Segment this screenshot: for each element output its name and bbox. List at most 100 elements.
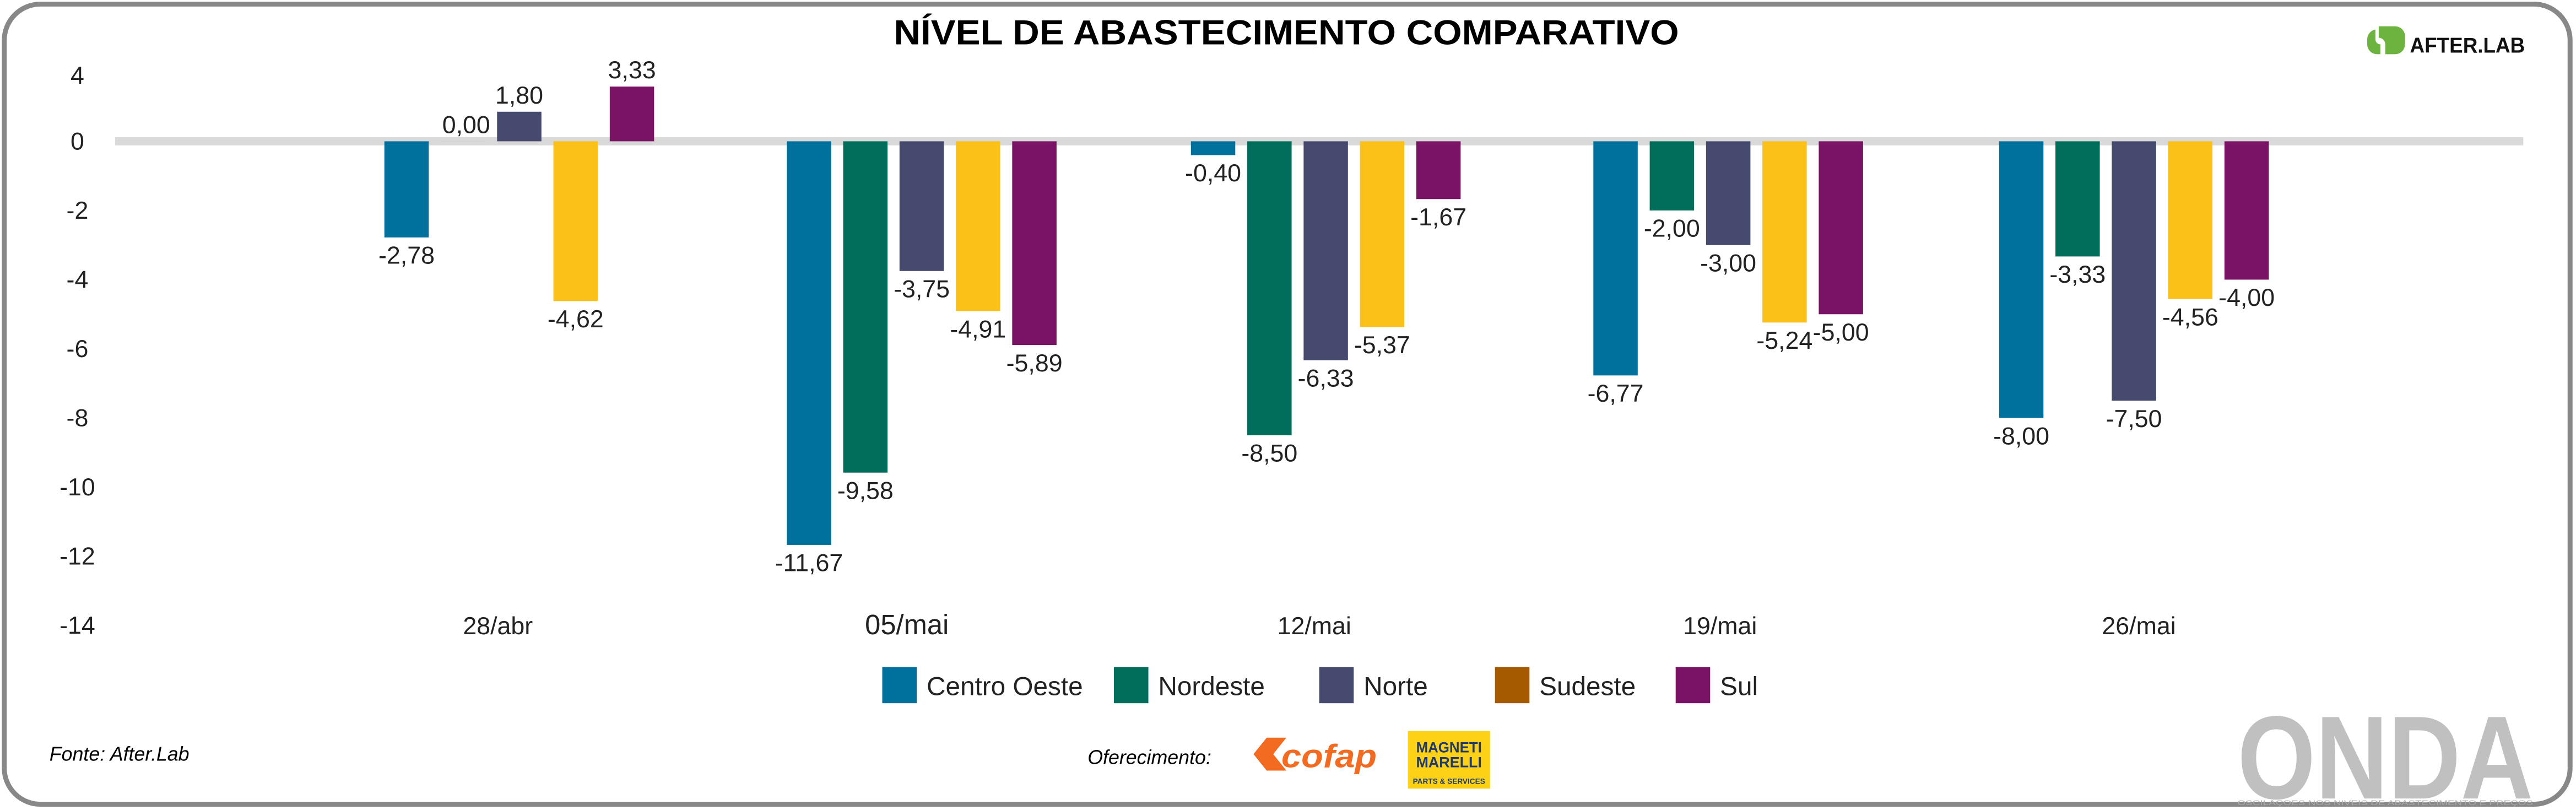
- bars: [384, 87, 2269, 545]
- bar-norte-05-mai: [899, 141, 944, 271]
- data-label: 0,00: [442, 112, 490, 139]
- data-label: -3,75: [894, 276, 950, 303]
- data-label: -5,89: [1006, 350, 1063, 377]
- x-tick-label: 05/mai: [865, 609, 949, 640]
- bar-norte-26-mai: [2112, 141, 2156, 401]
- x-tick-label: 26/mai: [2102, 613, 2175, 640]
- marelli-text: MARELLI: [1416, 754, 1482, 770]
- bar-sul-19-mai: [1819, 141, 1863, 315]
- afterlab-leaf-icon: [2367, 26, 2405, 55]
- cofap-mark-icon: [1253, 737, 1287, 771]
- data-label: -9,58: [837, 477, 894, 504]
- data-label: -7,50: [2106, 406, 2162, 433]
- parts-services-text: PARTS & SERVICES: [1413, 777, 1485, 785]
- onda-text: ONDA: [2237, 692, 2533, 810]
- x-tick-label: 19/mai: [1683, 613, 1757, 640]
- y-tick-label: 4: [71, 62, 84, 89]
- bar-norte-12-mai: [1303, 141, 1348, 360]
- magneti-marelli-box: [1408, 731, 1490, 789]
- y-tick-label: -4: [67, 266, 89, 293]
- data-label: -8,50: [1241, 440, 1297, 467]
- bar-sudeste-12-mai: [1360, 141, 1405, 327]
- bar-sul-12-mai: [1416, 141, 1461, 199]
- bar-sudeste-19-mai: [1762, 141, 1807, 323]
- cofap-logo: cofap: [1253, 737, 1377, 774]
- bar-sudeste-05-mai: [956, 141, 1000, 311]
- bar-centro-oeste-26-mai: [1999, 141, 2044, 418]
- x-tick-label: 12/mai: [1278, 613, 1351, 640]
- legend-label: Sul: [1720, 672, 1758, 701]
- legend-swatch: [882, 667, 917, 704]
- afterlab-logo: AFTER.LAB: [2367, 26, 2525, 57]
- sponsor-label: Oferecimento:: [1087, 747, 1211, 769]
- data-label: 1,80: [495, 82, 543, 109]
- legend-swatch: [1113, 667, 1149, 704]
- data-label: -4,91: [950, 316, 1006, 343]
- data-label: -11,67: [775, 550, 843, 577]
- afterlab-text: AFTER.LAB: [2410, 34, 2525, 57]
- data-label: -2,78: [378, 242, 435, 269]
- bar-norte-28-abr: [497, 111, 542, 142]
- bar-nordeste-26-mai: [2055, 141, 2100, 257]
- data-label: -5,37: [1354, 332, 1410, 359]
- data-label: -1,67: [1410, 204, 1466, 231]
- legend-label: Sudeste: [1539, 672, 1636, 701]
- data-label: -3,00: [1700, 250, 1756, 277]
- data-label: -6,77: [1588, 380, 1644, 407]
- legend-label: Nordeste: [1158, 672, 1265, 701]
- bar-sul-05-mai: [1012, 141, 1057, 345]
- y-tick-label: -12: [59, 543, 95, 570]
- y-tick-label: -10: [59, 474, 95, 501]
- bar-sul-26-mai: [2224, 141, 2269, 280]
- cofap-text: cofap: [1281, 737, 1377, 774]
- data-label: -2,00: [1644, 215, 1700, 242]
- onda-tagline: OSCILAÇOES NOS NIVEIS DE ABASTECIMENTO E…: [2237, 799, 2533, 807]
- bar-nordeste-12-mai: [1247, 141, 1292, 435]
- magneti-text: MAGNETI: [1416, 739, 1482, 756]
- bar-centro-oeste-05-mai: [787, 141, 831, 545]
- data-label: 3,33: [608, 57, 656, 84]
- legend-item-nordeste[interactable]: Nordeste: [1113, 667, 1265, 704]
- data-label: -5,00: [1813, 319, 1869, 346]
- data-label: -4,62: [548, 306, 604, 333]
- legend-item-sudeste[interactable]: Sudeste: [1495, 667, 1636, 704]
- data-label: -8,00: [1993, 423, 2049, 450]
- data-label: -4,00: [2218, 284, 2275, 311]
- bar-nordeste-19-mai: [1649, 141, 1695, 210]
- data-label: -3,33: [2049, 261, 2106, 288]
- y-tick-label: -6: [67, 336, 89, 363]
- bar-sudeste-26-mai: [2168, 141, 2213, 299]
- y-tick-label: 0: [71, 128, 84, 155]
- magneti-marelli-logo: MAGNETI MARELLI PARTS & SERVICES: [1408, 731, 1490, 789]
- bar-sudeste-28-abr: [553, 141, 598, 301]
- legend-swatch: [1495, 667, 1530, 704]
- legend-item-sul[interactable]: Sul: [1675, 667, 1758, 704]
- legend-label: Norte: [1363, 672, 1428, 701]
- y-axis: 4 0 -2 -4 -6 -8 -10 -12 -14: [59, 62, 95, 639]
- data-label: -0,40: [1185, 160, 1241, 187]
- legend-item-centro-oeste[interactable]: Centro Oeste: [882, 667, 1083, 704]
- data-label: -4,56: [2162, 304, 2218, 331]
- data-label: -5,24: [1756, 327, 1812, 354]
- legend-item-norte[interactable]: Norte: [1319, 667, 1428, 704]
- bar-sul-28-abr: [609, 87, 654, 142]
- x-axis: 28/abr 05/mai 12/mai 19/mai 26/mai: [463, 609, 2175, 640]
- onda-logo: ONDA OSCILAÇOES NOS NIVEIS DE ABASTECIME…: [2237, 692, 2533, 810]
- bar-norte-19-mai: [1706, 141, 1751, 245]
- data-labels: -2,780,001,80-4,623,33-11,67-9,58-3,75-4…: [378, 57, 2275, 576]
- bar-nordeste-05-mai: [843, 141, 888, 473]
- data-label: -6,33: [1298, 365, 1354, 392]
- x-tick-label: 28/abr: [463, 613, 533, 640]
- legend-label: Centro Oeste: [927, 672, 1083, 701]
- y-tick-label: -14: [59, 612, 95, 639]
- legend-swatch: [1675, 667, 1711, 704]
- source-note: Fonte: After.Lab: [50, 743, 190, 765]
- bar-centro-oeste-28-abr: [384, 141, 429, 237]
- chart-title: NÍVEL DE ABASTECIMENTO COMPARATIVO: [894, 14, 1679, 52]
- bar-centro-oeste-19-mai: [1593, 141, 1638, 376]
- legend-swatch: [1319, 667, 1354, 704]
- y-tick-label: -8: [67, 404, 89, 431]
- bar-centro-oeste-12-mai: [1190, 141, 1236, 155]
- legend: Centro Oeste Nordeste Norte Sudeste Sul: [882, 667, 1758, 704]
